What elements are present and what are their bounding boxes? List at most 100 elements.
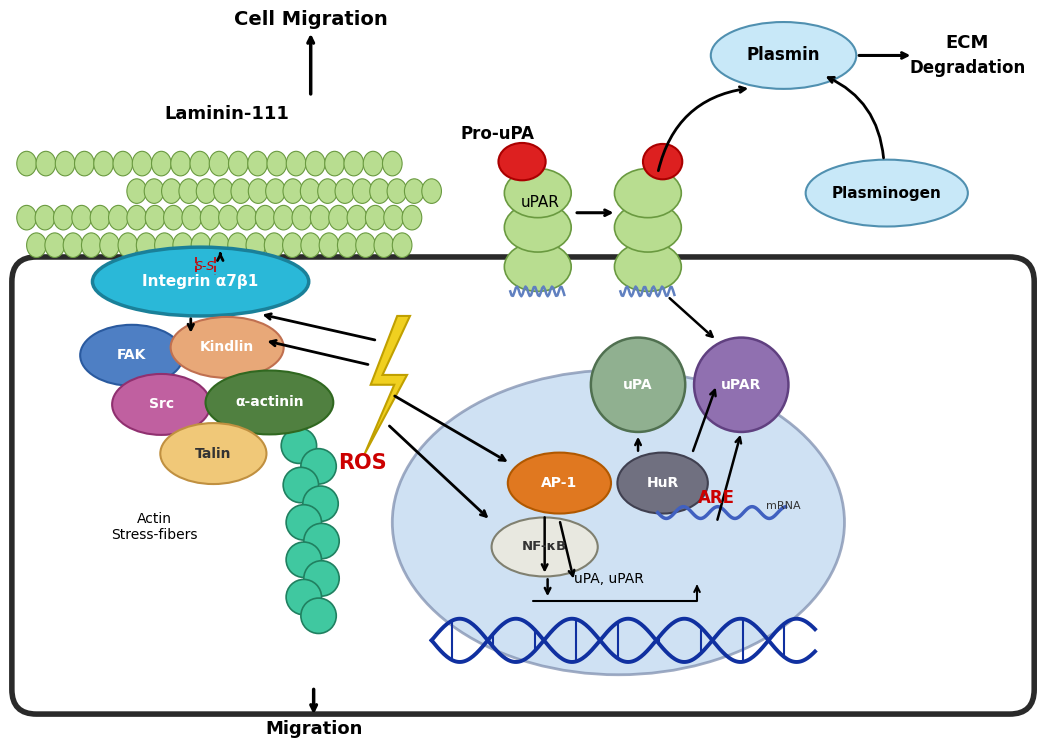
Circle shape <box>591 338 686 432</box>
Ellipse shape <box>90 205 110 230</box>
Ellipse shape <box>365 205 385 230</box>
Circle shape <box>301 598 336 633</box>
Text: ROS: ROS <box>338 454 387 474</box>
Ellipse shape <box>383 205 403 230</box>
Ellipse shape <box>508 452 611 514</box>
Ellipse shape <box>393 370 844 675</box>
Ellipse shape <box>348 205 366 230</box>
Ellipse shape <box>274 205 293 230</box>
Ellipse shape <box>161 423 267 484</box>
Ellipse shape <box>370 179 390 203</box>
Ellipse shape <box>324 151 344 176</box>
Ellipse shape <box>311 205 330 230</box>
Ellipse shape <box>209 233 229 257</box>
Ellipse shape <box>335 179 355 203</box>
Ellipse shape <box>393 233 412 257</box>
Ellipse shape <box>127 179 147 203</box>
Circle shape <box>303 561 339 596</box>
Text: Actin
Stress-fibers: Actin Stress-fibers <box>111 512 197 542</box>
Text: Plasmin: Plasmin <box>747 47 820 64</box>
Ellipse shape <box>248 179 268 203</box>
Ellipse shape <box>112 374 210 435</box>
Text: FAK: FAK <box>118 348 147 362</box>
Ellipse shape <box>711 22 857 89</box>
Circle shape <box>281 428 317 463</box>
Ellipse shape <box>54 205 74 230</box>
Ellipse shape <box>108 205 128 230</box>
Ellipse shape <box>229 151 248 176</box>
Ellipse shape <box>267 151 287 176</box>
Ellipse shape <box>318 179 337 203</box>
Ellipse shape <box>643 144 682 180</box>
Ellipse shape <box>93 151 113 176</box>
Ellipse shape <box>209 151 229 176</box>
Ellipse shape <box>614 242 681 291</box>
Ellipse shape <box>246 233 266 257</box>
Text: uPAR: uPAR <box>721 378 761 392</box>
Ellipse shape <box>45 233 64 257</box>
Text: S-S: S-S <box>195 260 215 273</box>
Ellipse shape <box>63 233 83 257</box>
Ellipse shape <box>301 233 320 257</box>
Ellipse shape <box>26 233 46 257</box>
Ellipse shape <box>614 168 681 218</box>
Ellipse shape <box>201 205 219 230</box>
Ellipse shape <box>182 205 202 230</box>
Text: Plasminogen: Plasminogen <box>832 185 942 200</box>
Text: uPAR: uPAR <box>521 195 560 211</box>
Ellipse shape <box>282 233 302 257</box>
Text: AP-1: AP-1 <box>542 476 578 490</box>
Ellipse shape <box>127 205 147 230</box>
Ellipse shape <box>374 233 394 257</box>
Ellipse shape <box>287 151 306 176</box>
Ellipse shape <box>173 233 192 257</box>
Ellipse shape <box>132 151 152 176</box>
Ellipse shape <box>231 179 251 203</box>
Ellipse shape <box>344 151 363 176</box>
Ellipse shape <box>422 179 441 203</box>
Ellipse shape <box>164 205 184 230</box>
Circle shape <box>303 523 339 559</box>
Ellipse shape <box>118 233 138 257</box>
Ellipse shape <box>265 233 284 257</box>
Ellipse shape <box>17 151 37 176</box>
Text: Src: Src <box>149 398 174 412</box>
Ellipse shape <box>170 317 284 378</box>
FancyBboxPatch shape <box>12 257 1034 714</box>
Ellipse shape <box>35 205 55 230</box>
Text: Laminin-111: Laminin-111 <box>165 106 290 123</box>
Text: HuR: HuR <box>647 476 678 490</box>
Text: Integrin α7β1: Integrin α7β1 <box>143 274 258 289</box>
Ellipse shape <box>92 247 309 316</box>
Ellipse shape <box>196 179 216 203</box>
Circle shape <box>287 505 321 540</box>
Ellipse shape <box>402 205 422 230</box>
Ellipse shape <box>363 151 383 176</box>
Ellipse shape <box>353 179 372 203</box>
Polygon shape <box>364 316 410 454</box>
Ellipse shape <box>178 179 198 203</box>
Ellipse shape <box>191 233 211 257</box>
Text: Kindlin: Kindlin <box>200 341 254 355</box>
Ellipse shape <box>17 205 37 230</box>
Ellipse shape <box>337 233 357 257</box>
Ellipse shape <box>80 325 184 386</box>
Ellipse shape <box>82 233 101 257</box>
Text: NF-κB: NF-κB <box>522 540 567 554</box>
Ellipse shape <box>266 179 286 203</box>
Circle shape <box>302 486 338 522</box>
Ellipse shape <box>292 205 312 230</box>
Ellipse shape <box>56 151 75 176</box>
Ellipse shape <box>382 151 402 176</box>
Ellipse shape <box>144 179 164 203</box>
Ellipse shape <box>190 151 210 176</box>
Ellipse shape <box>306 151 326 176</box>
Ellipse shape <box>113 151 132 176</box>
Ellipse shape <box>228 233 248 257</box>
Ellipse shape <box>237 205 256 230</box>
Ellipse shape <box>387 179 406 203</box>
Ellipse shape <box>504 242 571 291</box>
Circle shape <box>301 449 336 484</box>
Text: uPA, uPAR: uPA, uPAR <box>573 573 644 587</box>
Text: Pro-uPA: Pro-uPA <box>461 125 534 143</box>
